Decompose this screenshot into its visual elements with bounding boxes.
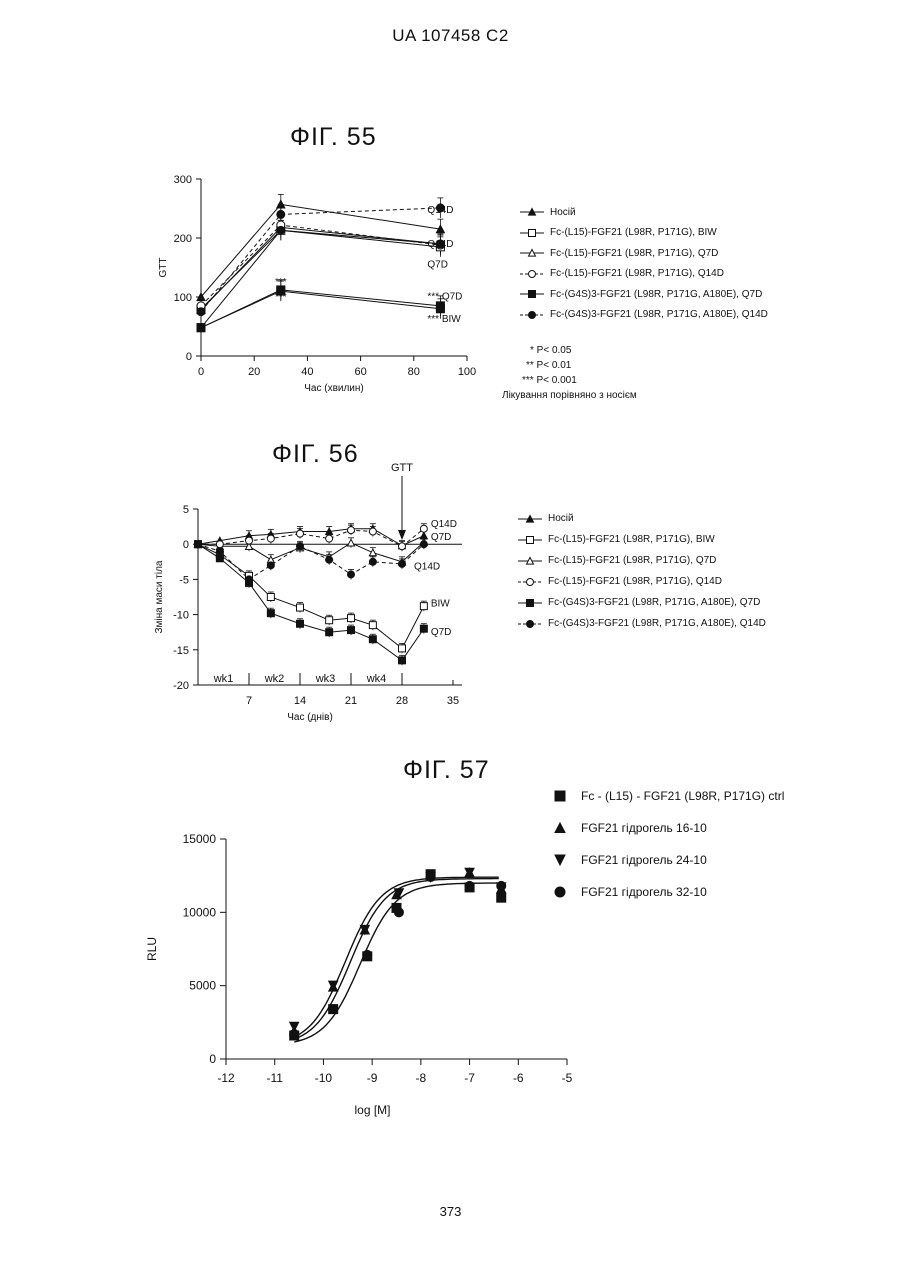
data-point <box>394 908 403 917</box>
x-tick-label: -12 <box>217 1071 235 1085</box>
fig57-legend-item: FGF21 гідрогель 32-10 <box>553 876 784 908</box>
y-tick-label: 10000 <box>183 905 217 919</box>
y-tick-label: 0 <box>209 1052 216 1066</box>
fit-curve <box>294 879 499 1040</box>
x-tick-label: -6 <box>513 1071 524 1085</box>
x-tick-label: -10 <box>315 1071 333 1085</box>
x-tick-label: -9 <box>367 1071 378 1085</box>
fig57-legend-item: Fc - (L15) - FGF21 (L98R, P171G) ctrl <box>553 780 784 812</box>
fig57-legend-item: FGF21 гідрогель 24-10 <box>553 844 784 876</box>
legend-marker-icon <box>555 791 565 801</box>
fig57-legend: Fc - (L15) - FGF21 (L98R, P171G) ctrl FGF… <box>553 780 784 908</box>
data-point <box>290 1030 299 1039</box>
x-tick-label: -7 <box>464 1071 475 1085</box>
x-axis-label: log [M] <box>354 1103 390 1117</box>
data-point <box>497 893 506 902</box>
data-point <box>329 1005 338 1014</box>
fig57-chart: 0 5000 10000 15000 -12 -11 -10 -9 -8 -7 -6 -5 log [M… <box>0 0 901 1130</box>
fig57-legend-label: FGF21 гідрогель 32-10 <box>581 885 707 899</box>
legend-marker-icon <box>555 823 565 833</box>
data-point <box>426 873 435 882</box>
y-axis-label: RLU <box>145 937 159 961</box>
x-tick-label: -11 <box>266 1071 283 1085</box>
x-tick-label: -8 <box>416 1071 427 1085</box>
data-point <box>465 881 474 890</box>
fig57-legend-label: FGF21 гідрогель 24-10 <box>581 853 707 867</box>
fig57-legend-item: FGF21 гідрогель 16-10 <box>553 812 784 844</box>
fig57-legend-label: FGF21 гідрогель 16-10 <box>581 821 707 835</box>
page-number: 373 <box>0 1204 901 1219</box>
data-point <box>363 950 372 959</box>
legend-marker-icon <box>555 855 565 865</box>
x-tick-label: -5 <box>562 1071 573 1085</box>
legend-marker-icon <box>555 887 565 897</box>
y-tick-label: 15000 <box>183 832 217 846</box>
data-point <box>497 881 506 890</box>
fig57-legend-label: Fc - (L15) - FGF21 (L98R, P171G) ctrl <box>581 789 784 803</box>
y-tick-label: 5000 <box>189 979 216 993</box>
